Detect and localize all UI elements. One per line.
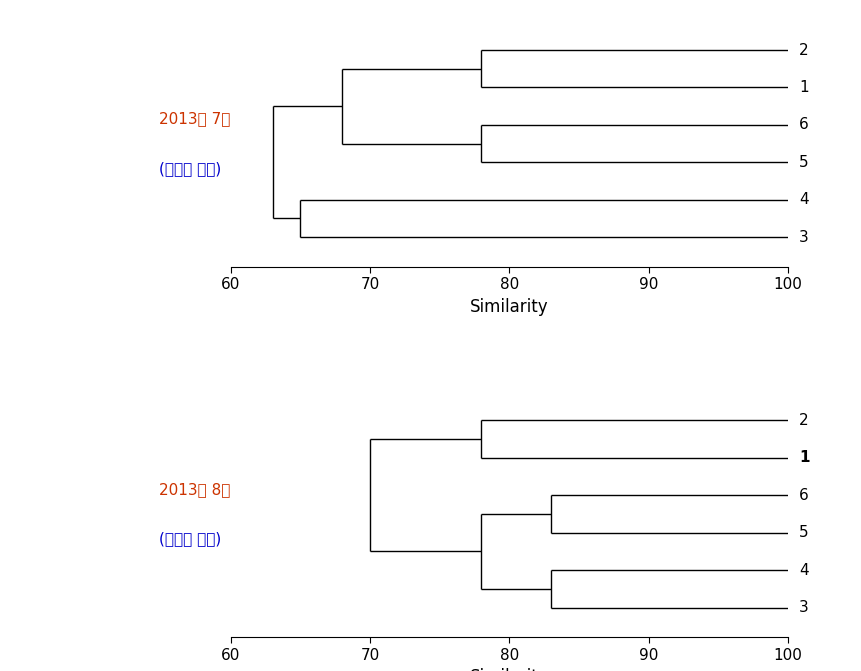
Text: (서망항 지점): (서망항 지점) [158,531,220,546]
Text: 2: 2 [799,413,808,428]
Text: 2013년 8월: 2013년 8월 [158,482,230,497]
Text: 5: 5 [799,155,808,170]
Text: 4: 4 [799,192,808,207]
Text: 4: 4 [799,562,808,578]
Text: 2013년 7월: 2013년 7월 [158,111,230,126]
Text: 3: 3 [799,229,808,245]
X-axis label: Similarity: Similarity [470,298,548,316]
X-axis label: Similarity: Similarity [470,668,548,671]
Text: 1: 1 [799,450,809,466]
Text: 3: 3 [799,600,808,615]
Text: 6: 6 [799,488,808,503]
Text: 2: 2 [799,42,808,58]
Text: 5: 5 [799,525,808,540]
Text: (울돌목 지점): (울돌목 지점) [158,161,220,176]
Text: 1: 1 [799,80,808,95]
Text: 6: 6 [799,117,808,132]
